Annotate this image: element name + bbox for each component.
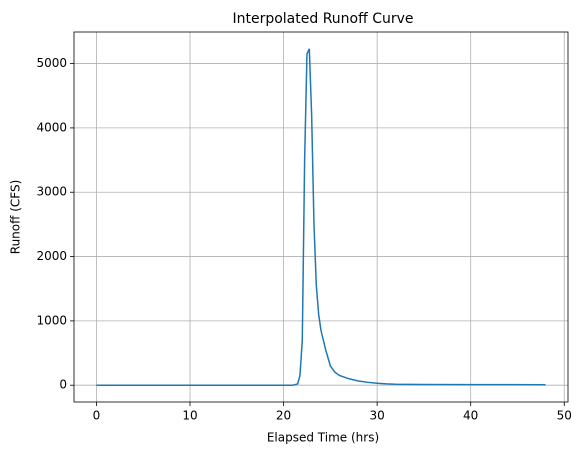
y-tick-label: 0 (59, 378, 67, 392)
y-tick-label: 3000 (36, 185, 67, 199)
x-tick-label: 0 (93, 409, 101, 423)
y-tick-label: 5000 (36, 56, 67, 70)
x-tick-label: 50 (557, 409, 572, 423)
x-tick-label: 30 (369, 409, 384, 423)
y-tick-label: 2000 (36, 249, 67, 263)
x-tick-label: 40 (463, 409, 478, 423)
y-tick-label: 4000 (36, 120, 67, 134)
y-tick-label: 1000 (36, 313, 67, 327)
x-tick-label: 10 (182, 409, 197, 423)
data-line (96, 48, 546, 386)
x-tick-label: 20 (276, 409, 291, 423)
plot-frame (73, 31, 569, 403)
y-axis-label: Runoff (CFS) (9, 180, 23, 254)
x-axis-label: Elapsed Time (hrs) (267, 431, 379, 445)
chart-title: Interpolated Runoff Curve (232, 11, 413, 27)
